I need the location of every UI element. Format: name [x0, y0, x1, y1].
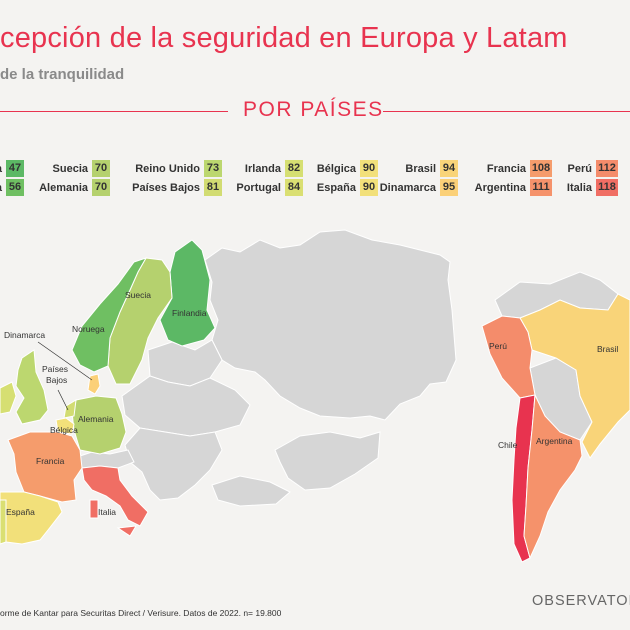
legend-label: Suecia: [52, 162, 88, 175]
country-france: [7, 431, 83, 503]
legend-label: España: [316, 181, 356, 194]
country-italy: [81, 465, 149, 527]
choropleth-map: Suecia Noruega Finlandia Dinamarca Paíse…: [0, 229, 630, 563]
legend-item: a47: [0, 160, 24, 177]
section-heading: POR PAÍSES: [243, 98, 384, 121]
country-peru: [481, 315, 536, 399]
map-label-noruega: Noruega: [72, 324, 105, 334]
map-label-dinamarca: Dinamarca: [4, 330, 45, 340]
brand-logo-text: OBSERVATOR: [532, 593, 630, 609]
country-portugal: [0, 499, 7, 545]
legend-item: Dinamarca 95: [380, 179, 458, 196]
legend-item: Bélgica 90: [317, 160, 378, 177]
legend-value: 94: [440, 160, 458, 177]
country-norway: [71, 257, 148, 373]
legend-label: a: [0, 182, 6, 194]
legend-item: Reino Unido 73: [135, 160, 222, 177]
legend-item: Suecia 70: [53, 160, 110, 177]
country-balkans: [124, 427, 223, 501]
map-label-paises-bajos: Países Bajos: [42, 364, 68, 385]
island-sardinia: [89, 499, 99, 519]
legend-label: Bélgica: [316, 162, 356, 175]
legend-value: 56: [6, 179, 24, 196]
map-label-suecia: Suecia: [125, 290, 151, 300]
legend-label: Países Bajos: [132, 181, 200, 194]
legend-item: Argentina 111: [475, 179, 552, 196]
legend-item: Irlanda 82: [245, 160, 303, 177]
country-denmark: [87, 373, 101, 395]
legend-value: 111: [530, 179, 552, 196]
legend-item: Brasil 94: [405, 160, 458, 177]
country-caucasus-central-asia: [274, 431, 381, 491]
callout-paises-bajos: [57, 389, 69, 411]
country-argentina: [523, 393, 583, 560]
legend-label: Italia: [566, 181, 592, 194]
page-title: cepción de la seguridad en Europa y Lata…: [0, 22, 568, 54]
legend-item: Alemania 70: [39, 179, 110, 196]
country-spain: [0, 491, 63, 545]
legend-label: Perú: [567, 162, 592, 175]
legend-value: 81: [204, 179, 222, 196]
source-note: orme de Kantar para Securitas Direct / V…: [0, 608, 282, 618]
map-callout-lines: [37, 341, 93, 411]
legend-item: Francia 108: [487, 160, 552, 177]
legend-value: 70: [92, 160, 110, 177]
legend-value: 90: [360, 179, 378, 196]
legend-item: Italia 118: [567, 179, 618, 196]
legend-value: 84: [285, 179, 303, 196]
section-rule-left: [0, 111, 228, 112]
country-brazil: [519, 293, 630, 459]
map-label-chile: Chile: [498, 440, 518, 450]
legend-value: 112: [596, 160, 618, 177]
map-label-italia: Italia: [98, 507, 116, 517]
legend-label: Reino Unido: [135, 162, 200, 175]
legend-value: 73: [204, 160, 222, 177]
country-russia: [204, 229, 457, 421]
legend-value: 70: [92, 179, 110, 196]
legend-value: 82: [285, 160, 303, 177]
legend-label: Portugal: [236, 181, 281, 194]
legend-value: 95: [440, 179, 458, 196]
colored-countries: [0, 239, 630, 563]
legend-value: 108: [530, 160, 552, 177]
map-label-brasil: Brasil: [597, 344, 618, 354]
country-poland-east: [121, 375, 251, 437]
legend-label: Dinamarca: [379, 181, 436, 194]
map-label-peru: Perú: [489, 341, 507, 351]
legend-item: a56: [0, 179, 24, 196]
map-label-finlandia: Finlandia: [172, 308, 207, 318]
legend-item: Portugal 84: [236, 179, 303, 196]
legend-item: Países Bajos 81: [132, 179, 222, 196]
legend-label: Argentina: [474, 181, 526, 194]
legend-value: 90: [360, 160, 378, 177]
legend-item: Perú 112: [568, 160, 618, 177]
map-label-belgica: Bélgica: [50, 425, 78, 435]
map-label-alemania: Alemania: [78, 414, 114, 424]
page-subtitle: de la tranquilidad: [0, 66, 125, 83]
legend-label: Alemania: [39, 181, 88, 194]
island-sicily: [116, 525, 137, 537]
legend-item: España 90: [317, 179, 378, 196]
legend-label: Brasil: [405, 162, 436, 175]
legend-label: Irlanda: [244, 162, 281, 175]
country-belgium: [55, 417, 75, 435]
map-label-francia: Francia: [36, 456, 65, 466]
country-uk: [15, 349, 49, 425]
map-label-argentina: Argentina: [536, 436, 573, 446]
legend-value: 47: [6, 160, 24, 177]
section-rule-right: [383, 111, 630, 112]
country-germany: [71, 395, 127, 455]
legend-value: 118: [596, 179, 618, 196]
map-labels: Suecia Noruega Finlandia Dinamarca Paíse…: [4, 290, 618, 517]
country-netherlands: [63, 399, 77, 419]
country-turkey: [211, 475, 291, 507]
neutral-land: [73, 229, 619, 507]
callout-dinamarca: [37, 341, 93, 381]
legend-label: a: [0, 163, 6, 175]
legend-label: Francia: [486, 162, 526, 175]
country-ireland: [0, 381, 17, 415]
map-label-espana: España: [6, 507, 35, 517]
legend: a47a56Suecia70Alemania70Reino Unido73Paí…: [0, 0, 630, 200]
